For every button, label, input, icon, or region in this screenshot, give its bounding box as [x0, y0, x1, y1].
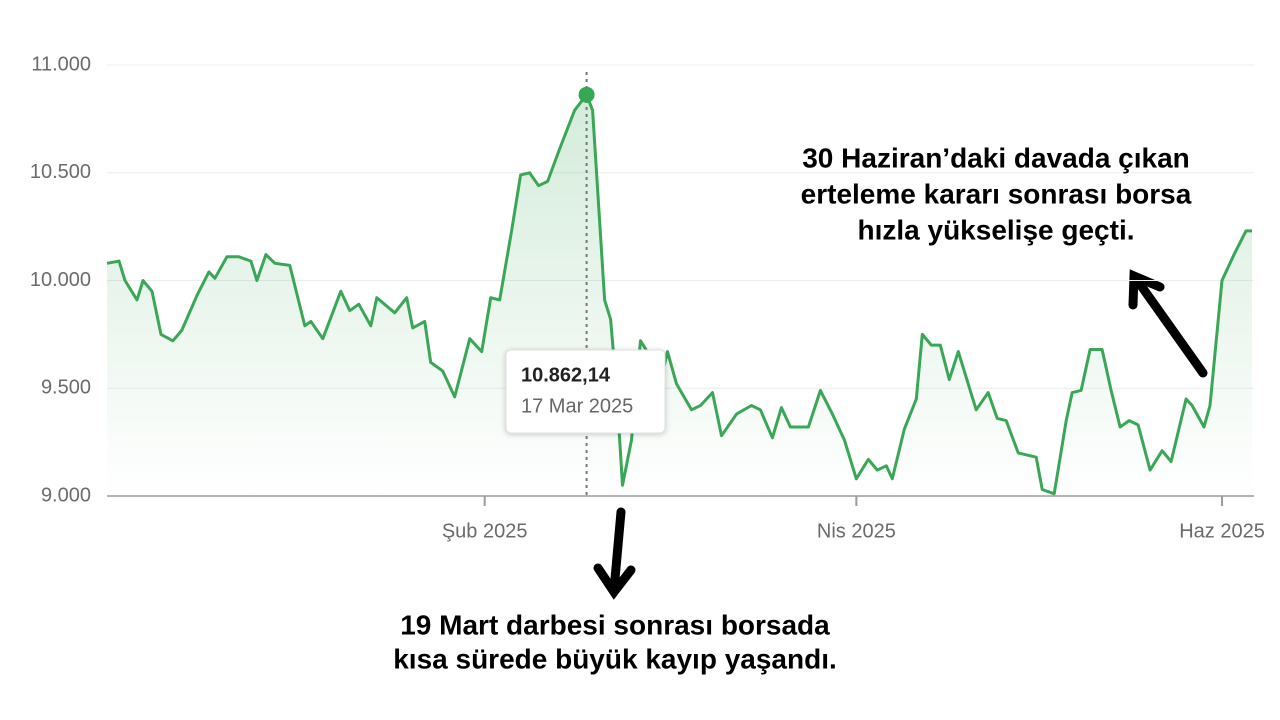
x-tick-label: Şub 2025 [442, 520, 528, 542]
annotation: 19 Mart darbesi sonrası borsada [400, 609, 830, 640]
arrows [593, 269, 1208, 600]
tooltip-box [505, 349, 666, 434]
y-tick-label: 10.500 [30, 161, 91, 183]
y-tick-label: 10.000 [30, 269, 91, 291]
down-arrow [593, 507, 636, 600]
tooltip-value: 10.862,14 [521, 364, 611, 386]
x-tick-label: Nis 2025 [817, 520, 896, 542]
line [106, 93, 1252, 496]
area [107, 94, 1252, 496]
up-arrow [1128, 269, 1208, 378]
y-tick-label: 9.000 [41, 484, 91, 506]
annotation: 30 Haziran’daki davada çıkan [802, 142, 1190, 173]
annotation: hızla yükselişe geçti. [857, 214, 1134, 245]
y-tick-label: 9.500 [41, 377, 91, 399]
y-tick-label: 11.000 [31, 53, 91, 75]
x-tick-label: Haz 2025 [1179, 520, 1265, 542]
annotation: erteleme kararı sonrası borsa [801, 178, 1192, 209]
annotation: kısa sürede büyük kayıp yaşandı. [393, 643, 837, 674]
peak-dot [578, 86, 595, 103]
tooltip-date: 17 Mar 2025 [521, 395, 633, 417]
